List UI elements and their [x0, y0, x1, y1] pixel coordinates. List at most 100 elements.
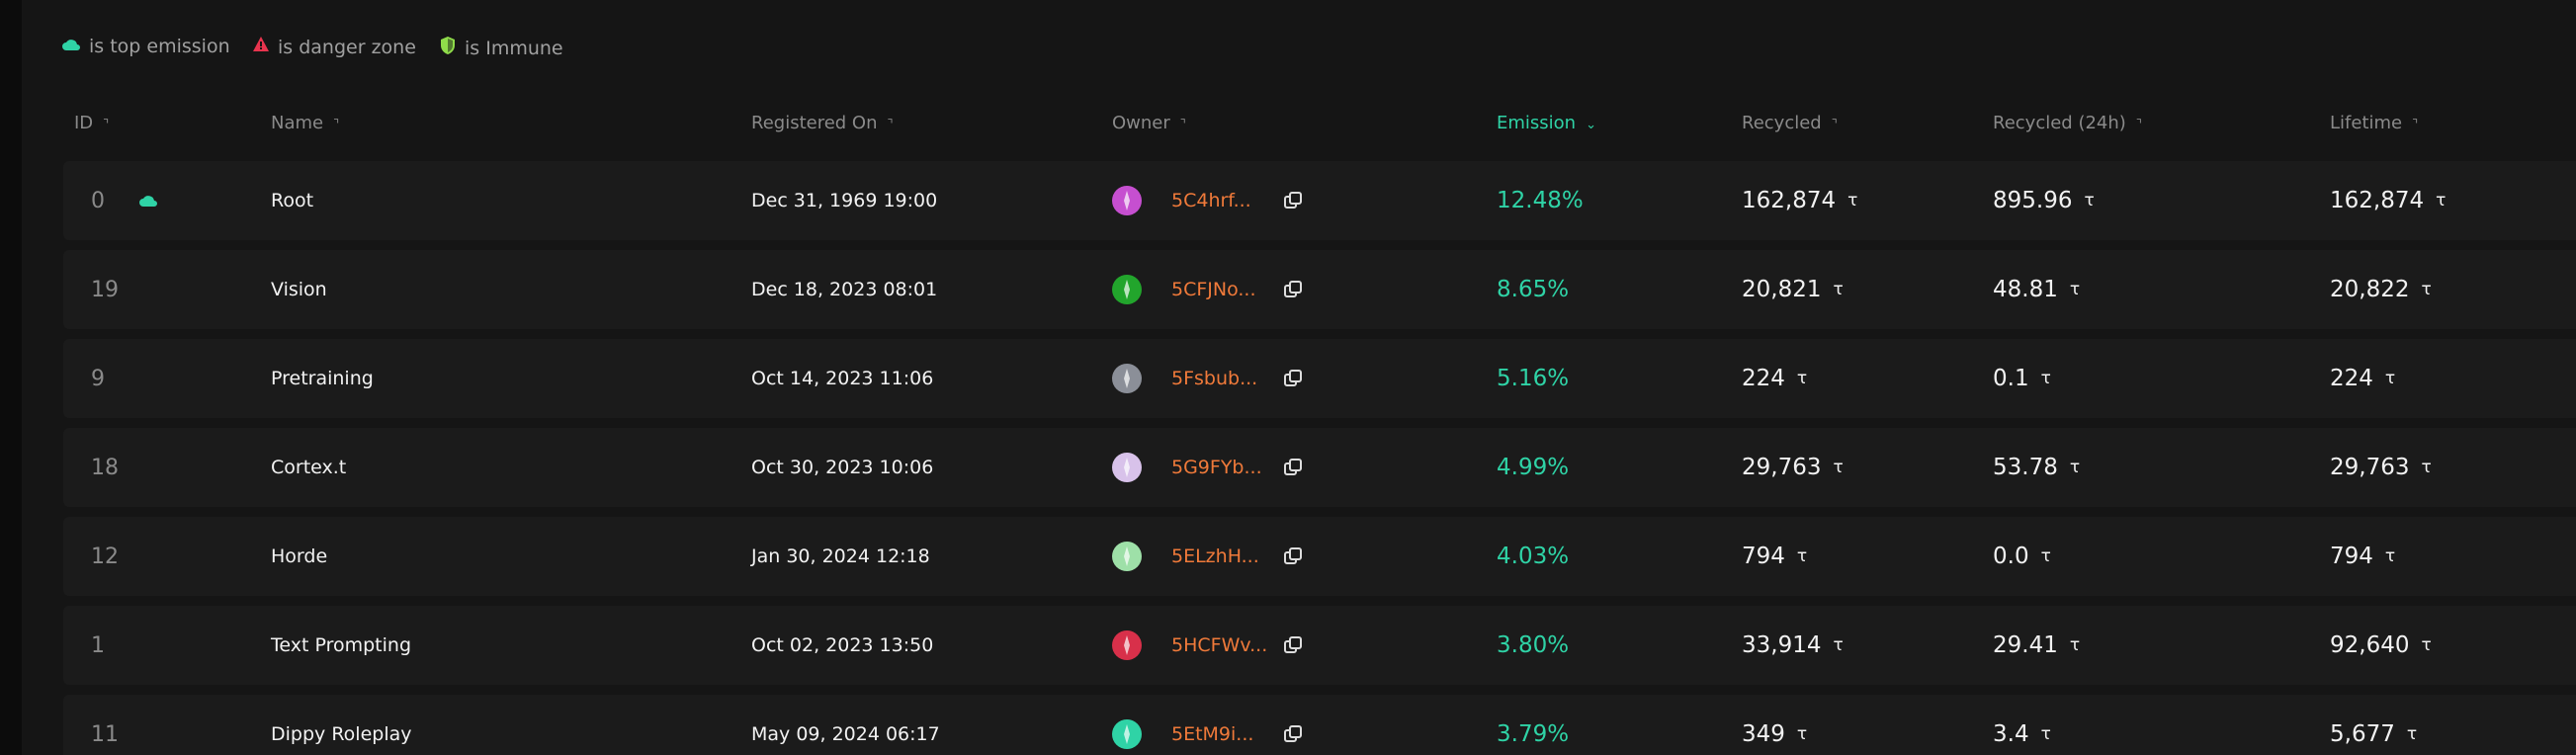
table-row[interactable]: 12 Horde Jan 30, 2024 12:18 5ELzhH... 4.03% 7… — [63, 517, 2576, 596]
value: 53.78 — [1993, 455, 2058, 480]
value-cell: 92,640 τ — [2330, 606, 2432, 685]
unit: τ — [2040, 724, 2051, 744]
date-cell: Dec 31, 1969 19:00 — [751, 161, 937, 240]
emission-cell: 8.65% — [1497, 250, 1569, 329]
name-cell: Root — [271, 161, 313, 240]
unit: τ — [2384, 546, 2396, 566]
column-header[interactable]: Lifetime ⌝ — [2330, 113, 2418, 133]
registered-date: Oct 14, 2023 11:06 — [751, 368, 934, 389]
emission: 12.48% — [1497, 188, 1584, 213]
column-header[interactable]: ID ⌝ — [74, 113, 109, 133]
subnet-id: 11 — [91, 721, 119, 747]
header-label: Name — [271, 113, 324, 133]
unit: τ — [2069, 458, 2081, 477]
value: 29,763 — [1742, 455, 1822, 480]
header-label: Registered On — [751, 113, 878, 133]
subnet-name: Root — [271, 190, 314, 211]
date-cell: May 09, 2024 06:17 — [751, 695, 940, 755]
sort-icon: ⌄ — [1586, 118, 1596, 132]
subnet-id: 19 — [91, 277, 119, 302]
name-cell: Cortex.t — [271, 428, 346, 507]
column-header[interactable]: Recycled ⌝ — [1742, 113, 1838, 133]
copy-button[interactable] — [1283, 428, 1303, 507]
table-row[interactable]: 1 Text Prompting Oct 02, 2023 13:50 5HCFWv.… — [63, 606, 2576, 685]
value-cell: 33,914 τ — [1742, 606, 1844, 685]
legend-item: is danger zone — [252, 36, 416, 58]
owner-address[interactable]: 5Fsbub... — [1171, 368, 1258, 389]
column-header[interactable]: Recycled (24h) ⌝ — [1993, 113, 2142, 133]
copy-button[interactable] — [1283, 695, 1303, 755]
value: 3.4 — [1993, 721, 2029, 747]
subnet-id: 12 — [91, 544, 119, 569]
avatar — [1112, 428, 1142, 507]
value-cell: 0.0 τ — [1993, 517, 2051, 596]
copy-button[interactable] — [1283, 517, 1303, 596]
legend-icon — [252, 36, 270, 58]
header-label: Recycled — [1742, 113, 1822, 133]
value: 162,874 — [1742, 188, 1837, 213]
legend-label: is top emission — [89, 36, 230, 57]
table-row[interactable]: 9 Pretraining Oct 14, 2023 11:06 5Fsbub... 5… — [63, 339, 2576, 418]
unit: τ — [2421, 280, 2432, 299]
header-label: Owner — [1112, 113, 1170, 133]
owner-address[interactable]: 5EtM9i... — [1171, 723, 1254, 745]
sort-icon: ⌝ — [1831, 118, 1838, 132]
subnet-id: 18 — [91, 455, 119, 480]
column-header[interactable]: Owner ⌝ — [1112, 113, 1186, 133]
owner-address[interactable]: 5HCFWv... — [1171, 634, 1268, 656]
subnet-name: Pretraining — [271, 368, 374, 389]
avatar — [1112, 339, 1142, 418]
subnet-name: Cortex.t — [271, 457, 347, 478]
header-label: Lifetime — [2330, 113, 2403, 133]
column-header[interactable]: Registered On ⌝ — [751, 113, 894, 133]
subnet-name: Text Prompting — [271, 634, 412, 656]
owner-cell: 5C4hrf... — [1171, 161, 1251, 240]
value-cell: 3.4 τ — [1993, 695, 2051, 755]
registered-date: Oct 30, 2023 10:06 — [751, 457, 934, 478]
sidebar-edge — [0, 0, 22, 755]
value: 48.81 — [1993, 277, 2058, 302]
value-cell: 5,677 τ — [2330, 695, 2417, 755]
table-row[interactable]: 11 Dippy Roleplay May 09, 2024 06:17 5EtM9i… — [63, 695, 2576, 755]
column-header[interactable]: Name ⌝ — [271, 113, 339, 133]
copy-button[interactable] — [1283, 250, 1303, 329]
value-cell: 48.81 τ — [1993, 250, 2080, 329]
unit: τ — [1833, 458, 1844, 477]
table-row[interactable]: 0 Root Dec 31, 1969 19:00 5C4hrf... 12.48% 16… — [63, 161, 2576, 240]
table-row[interactable]: 19 Vision Dec 18, 2023 08:01 5CFJNo... 8.65%… — [63, 250, 2576, 329]
copy-button[interactable] — [1283, 606, 1303, 685]
value: 349 — [1742, 721, 1785, 747]
subnet-name: Dippy Roleplay — [271, 723, 412, 745]
value-cell: 224 τ — [2330, 339, 2395, 418]
name-cell: Dippy Roleplay — [271, 695, 411, 755]
name-cell: Horde — [271, 517, 327, 596]
table-row[interactable]: 18 Cortex.t Oct 30, 2023 10:06 5G9FYb... 4.9… — [63, 428, 2576, 507]
unit: τ — [2040, 369, 2051, 388]
value: 20,822 — [2330, 277, 2410, 302]
owner-address[interactable]: 5C4hrf... — [1171, 190, 1251, 211]
value: 29.41 — [1993, 632, 2058, 658]
avatar — [1112, 161, 1142, 240]
avatar — [1112, 250, 1142, 329]
legend-label: is Immune — [465, 37, 563, 59]
value: 0.0 — [1993, 544, 2029, 569]
unit: τ — [2421, 458, 2432, 477]
header-label: ID — [74, 113, 94, 133]
emission-cell: 4.03% — [1497, 517, 1569, 596]
value-cell: 895.96 τ — [1993, 161, 2095, 240]
column-header[interactable]: Emission ⌄ — [1497, 113, 1596, 133]
value-cell: 349 τ — [1742, 695, 1807, 755]
owner-address[interactable]: 5ELzhH... — [1171, 545, 1259, 567]
value: 794 — [1742, 544, 1785, 569]
value: 33,914 — [1742, 632, 1822, 658]
emission-cell: 5.16% — [1497, 339, 1569, 418]
owner-address[interactable]: 5CFJNo... — [1171, 279, 1256, 300]
owner-address[interactable]: 5G9FYb... — [1171, 457, 1262, 478]
sort-icon: ⌝ — [2135, 118, 2142, 132]
copy-button[interactable] — [1283, 161, 1303, 240]
owner-cell: 5EtM9i... — [1171, 695, 1253, 755]
id-cell: 18 — [91, 428, 119, 507]
emission: 4.03% — [1497, 544, 1570, 569]
copy-button[interactable] — [1283, 339, 1303, 418]
